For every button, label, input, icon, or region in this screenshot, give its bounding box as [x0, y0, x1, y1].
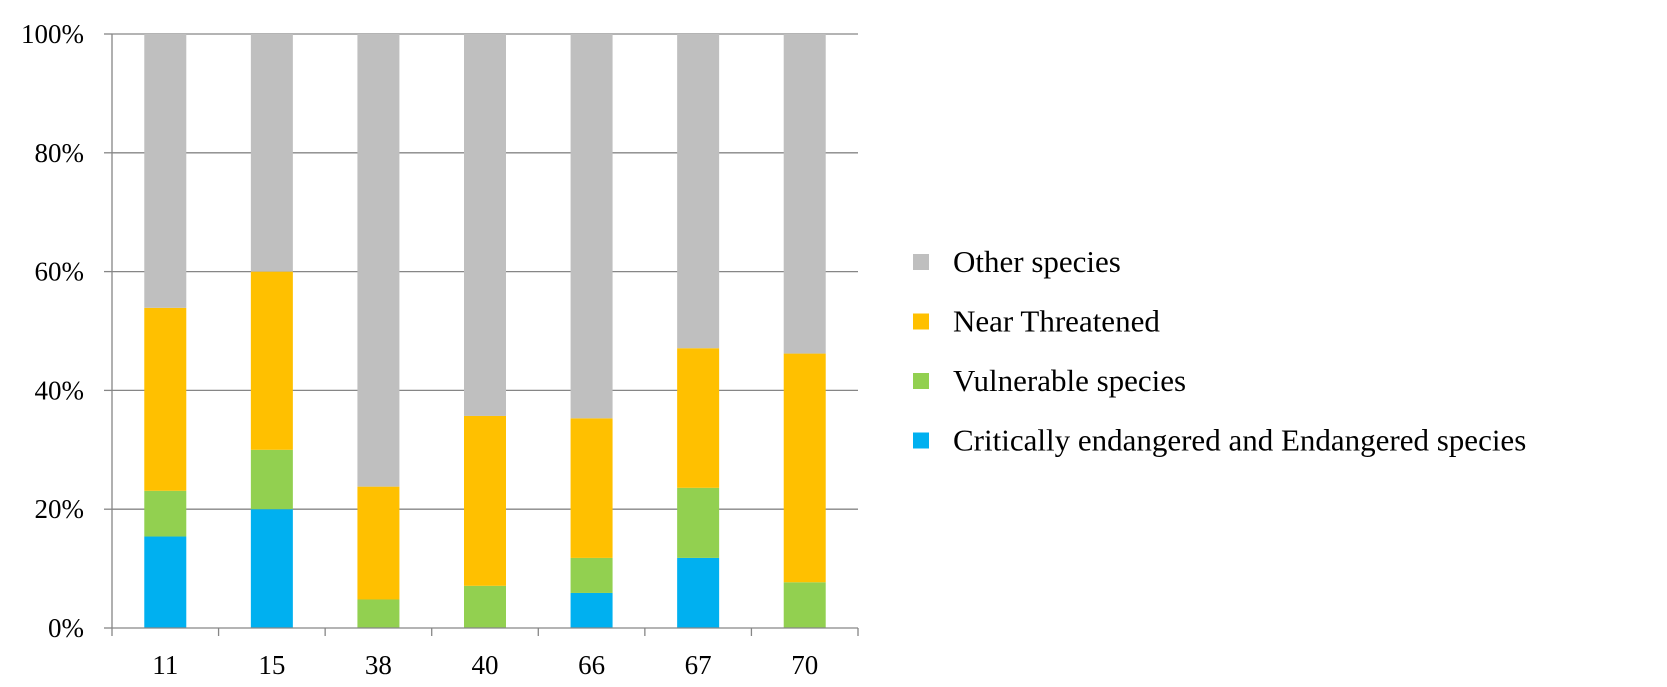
bar-segment	[144, 536, 187, 628]
legend-swatch	[913, 313, 929, 330]
legend: Other species Near Threatened Vulnerable s…	[913, 244, 1526, 458]
bars	[144, 34, 826, 628]
legend-swatch	[913, 432, 929, 449]
x-tick-label: 11	[152, 650, 178, 680]
bar-segment	[357, 599, 400, 628]
y-tick-label: 80%	[35, 138, 85, 168]
x-tick-label: 66	[578, 650, 605, 680]
bar-segment	[464, 415, 506, 586]
bar-segment	[570, 34, 613, 419]
bar-segment	[357, 34, 400, 487]
bar-segment	[464, 585, 506, 628]
legend-label: Near Threatened	[953, 304, 1160, 339]
x-axis-ticks: 11 15 38 40 66 67 70	[152, 650, 818, 680]
x-tick-label: 38	[365, 650, 392, 680]
bar-segment	[250, 34, 293, 272]
legend-label: Other species	[953, 244, 1121, 279]
legend-label: Vulnerable species	[953, 363, 1186, 398]
x-tick-label: 67	[685, 650, 712, 680]
x-tick-label: 40	[472, 650, 499, 680]
y-tick-label: 100%	[21, 19, 84, 49]
bar-segment	[144, 307, 187, 491]
bar-segment	[357, 486, 400, 600]
bar-segment	[570, 592, 613, 628]
y-tick-label: 60%	[35, 257, 85, 287]
bar-segment	[783, 34, 826, 354]
bar-segment	[570, 557, 613, 593]
y-axis-ticks: 0% 20% 40% 60% 80% 100%	[21, 19, 84, 643]
bar-segment	[677, 34, 720, 349]
bar-segment	[570, 418, 613, 558]
bar-segment	[677, 487, 720, 558]
axes	[104, 33, 859, 636]
x-tick-label: 15	[258, 650, 285, 680]
bar-segment	[144, 490, 187, 537]
x-tick-label: 70	[791, 650, 818, 680]
bar-segment	[250, 271, 293, 450]
legend-swatch	[913, 373, 929, 389]
y-tick-label: 40%	[35, 375, 85, 405]
bar-segment	[144, 34, 187, 308]
bar-segment	[677, 348, 720, 488]
legend-swatch	[913, 254, 929, 270]
y-tick-label: 0%	[48, 613, 84, 643]
y-tick-label: 20%	[35, 494, 85, 524]
bar-segment	[250, 509, 293, 628]
bar-segment	[783, 582, 826, 628]
legend-label: Critically endangered and Endangered spe…	[953, 423, 1526, 458]
bar-segment	[464, 34, 506, 416]
bar-segment	[677, 557, 720, 628]
bar-segment	[250, 449, 293, 510]
bar-segment	[783, 353, 826, 583]
